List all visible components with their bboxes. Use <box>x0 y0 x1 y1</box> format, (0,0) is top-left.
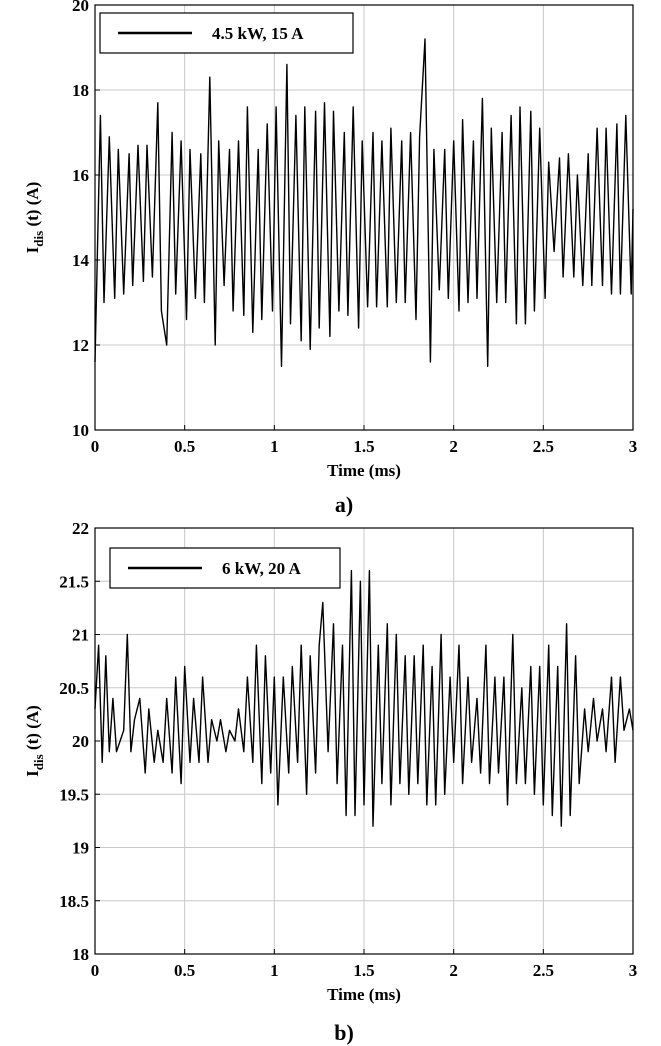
x-tick-label: 2 <box>449 961 458 980</box>
x-tick-label: 3 <box>629 437 638 456</box>
y-tick-label: 20 <box>72 732 89 751</box>
x-tick-label: 2.5 <box>533 437 554 456</box>
y-tick-label: 12 <box>72 336 89 355</box>
y-tick-label: 20 <box>72 0 89 15</box>
y-axis-label: Idis (t) (A) <box>23 182 46 254</box>
y-tick-label: 21 <box>72 626 89 645</box>
series-line <box>94 38 634 367</box>
panel-label: b) <box>334 1020 354 1045</box>
x-tick-label: 1.5 <box>353 437 374 456</box>
y-axis-label: Idis (t) (A) <box>23 705 46 777</box>
series-line <box>94 569 634 827</box>
x-tick-label: 3 <box>629 961 638 980</box>
chart-a: 0 0.5 1 1.5 2 2.5 3 10 12 14 16 18 20 Time (ms) Idis (… <box>23 0 637 517</box>
y-tick-label: 14 <box>72 251 90 270</box>
x-tick-label: 2.5 <box>533 961 554 980</box>
x-axis-label: Time (ms) <box>327 461 401 480</box>
y-tick-label: 10 <box>72 421 89 440</box>
panel-label: a) <box>335 492 353 517</box>
y-tick-label: 18 <box>72 945 89 964</box>
y-tick-label: 20.5 <box>59 679 89 698</box>
legend-label: 6 kW, 20 A <box>222 559 301 578</box>
chart-b: 0 0.5 1 1.5 2 2.5 3 18 18.5 19 19.5 20 20.5 21 21.5 22 T… <box>23 519 637 1045</box>
y-tick-label: 18 <box>72 81 89 100</box>
y-tick-label: 22 <box>72 519 89 538</box>
x-tick-label: 0 <box>91 961 100 980</box>
x-axis-label: Time (ms) <box>327 985 401 1004</box>
y-tick-label: 16 <box>72 166 89 185</box>
y-tick-label: 18.5 <box>59 892 89 911</box>
y-tick-label: 19 <box>72 839 89 858</box>
x-tick-label: 1.5 <box>353 961 374 980</box>
x-tick-label: 1 <box>270 961 279 980</box>
x-tick-label: 1 <box>270 437 279 456</box>
y-tick-label: 19.5 <box>59 785 89 804</box>
x-tick-label: 0.5 <box>174 961 195 980</box>
x-tick-label: 0 <box>91 437 100 456</box>
x-tick-label: 2 <box>449 437 458 456</box>
y-tick-label: 21.5 <box>59 572 89 591</box>
x-tick-label: 0.5 <box>174 437 195 456</box>
legend-label: 4.5 kW, 15 A <box>212 24 304 43</box>
